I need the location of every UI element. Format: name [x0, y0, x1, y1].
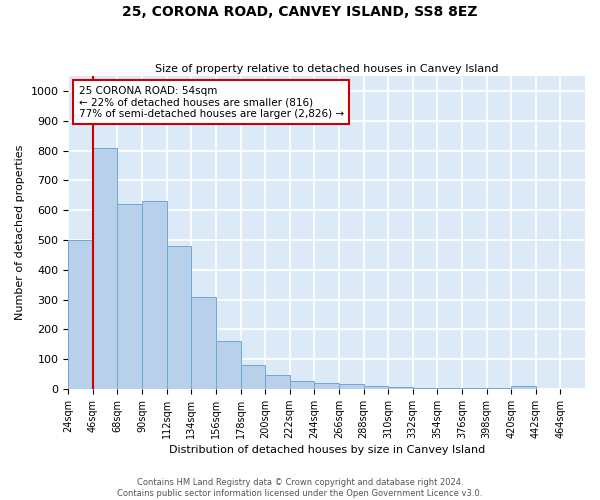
- Bar: [191, 296, 216, 389]
- Bar: [487, 388, 511, 389]
- Bar: [388, 388, 413, 389]
- X-axis label: Distribution of detached houses by size in Canvey Island: Distribution of detached houses by size …: [169, 445, 485, 455]
- Title: Size of property relative to detached houses in Canvey Island: Size of property relative to detached ho…: [155, 64, 499, 74]
- Bar: [118, 204, 142, 389]
- Text: 25 CORONA ROAD: 54sqm
← 22% of detached houses are smaller (816)
77% of semi-det: 25 CORONA ROAD: 54sqm ← 22% of detached …: [79, 86, 344, 118]
- Bar: [290, 382, 314, 389]
- Bar: [339, 384, 364, 389]
- Bar: [93, 148, 118, 389]
- Bar: [437, 388, 462, 389]
- Bar: [265, 376, 290, 389]
- Bar: [68, 240, 93, 389]
- Bar: [241, 365, 265, 389]
- Bar: [462, 388, 487, 389]
- Text: 25, CORONA ROAD, CANVEY ISLAND, SS8 8EZ: 25, CORONA ROAD, CANVEY ISLAND, SS8 8EZ: [122, 5, 478, 19]
- Text: Contains HM Land Registry data © Crown copyright and database right 2024.
Contai: Contains HM Land Registry data © Crown c…: [118, 478, 482, 498]
- Bar: [364, 386, 388, 389]
- Bar: [167, 246, 191, 389]
- Bar: [511, 386, 536, 389]
- Bar: [413, 388, 437, 389]
- Bar: [314, 383, 339, 389]
- Y-axis label: Number of detached properties: Number of detached properties: [15, 145, 25, 320]
- Bar: [216, 341, 241, 389]
- Bar: [142, 201, 167, 389]
